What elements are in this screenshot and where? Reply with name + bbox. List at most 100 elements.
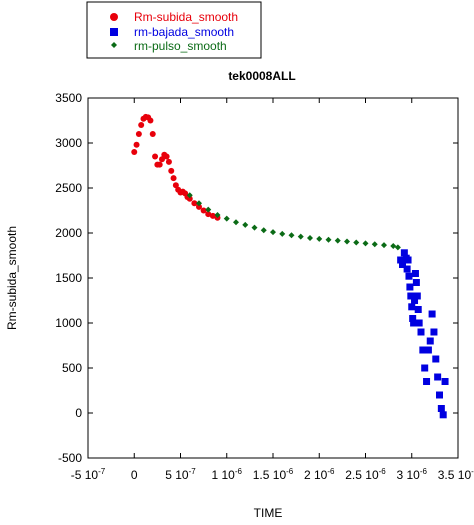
y-tick-label: 500 (62, 361, 82, 375)
data-point (205, 211, 212, 218)
data-point (279, 230, 286, 237)
x-tick-exponent: -6 (379, 467, 387, 476)
data-point (209, 212, 216, 219)
data-point (414, 306, 422, 313)
legend-marker-1 (110, 28, 118, 36)
data-point (260, 227, 267, 234)
plot-frame (87, 97, 459, 459)
x-tick-mantissa: 3.5 10 (438, 468, 472, 482)
data-point (156, 161, 163, 168)
data-point (270, 229, 276, 236)
data-point (131, 149, 138, 155)
data-point (138, 122, 145, 128)
legend-item-2: rm-pulso_smooth (111, 39, 227, 53)
data-point (403, 265, 411, 273)
data-point (413, 292, 421, 300)
x-tick-mantissa: 1 10 (212, 468, 236, 482)
data-point (362, 240, 369, 247)
data-point (147, 117, 154, 124)
data-point (407, 292, 415, 300)
data-point (191, 200, 198, 207)
data-point (344, 238, 350, 245)
data-point (436, 391, 443, 399)
x-tick-label: 1.5 10-6 (253, 467, 294, 482)
y-tick-label: 2000 (55, 226, 82, 240)
x-tick-label: 1 10-6 (212, 467, 243, 482)
series-1 (397, 249, 449, 419)
data-point (406, 283, 414, 291)
x-tick-label: 5 10-7 (165, 467, 196, 482)
x-tick-exponent: -6 (235, 467, 243, 476)
series-2 (186, 192, 401, 251)
data-point (149, 131, 156, 137)
x-axis: -5 10-7 0 5 10-7 1 10-6 1.5 10-6 2 10-6 2.5 10… (71, 98, 474, 482)
data-point (165, 158, 172, 165)
x-tick-exponent: -7 (98, 467, 106, 476)
data-point (205, 206, 212, 213)
data-point (405, 272, 413, 280)
data-point (410, 319, 418, 327)
data-point (397, 256, 405, 264)
y-tick-label: 3000 (55, 136, 82, 150)
data-point (172, 182, 179, 189)
data-point (233, 219, 239, 226)
x-tick-label: 3 10-6 (397, 467, 428, 482)
data-point (423, 378, 431, 385)
data-point (214, 212, 221, 218)
data-point (417, 328, 425, 336)
data-series (131, 113, 449, 419)
x-tick-mantissa: -5 10 (71, 468, 99, 482)
data-point (428, 310, 436, 318)
data-point (242, 221, 249, 228)
data-point (408, 303, 416, 311)
data-point (424, 346, 432, 354)
legend-marker-0 (110, 13, 118, 21)
series-0 (131, 113, 221, 221)
data-point (434, 373, 442, 381)
y-tick-label: 0 (75, 406, 82, 420)
y-tick-label: 1500 (55, 271, 82, 285)
x-tick-mantissa: 2 10 (304, 468, 328, 482)
data-point (404, 256, 412, 264)
data-point (168, 167, 175, 174)
data-point (421, 364, 429, 372)
data-point (412, 279, 420, 286)
x-tick-mantissa: 0 (131, 468, 138, 482)
y-tick-label: 3500 (55, 91, 82, 105)
data-point (426, 337, 434, 345)
legend-marker-2 (111, 42, 117, 48)
data-point (419, 346, 427, 354)
y-axis: -500 0 500 1000 1500 2000 2500 3000 3500 (55, 91, 458, 465)
data-point (371, 241, 378, 248)
chart-title: tek0008ALL (228, 69, 295, 83)
x-tick-label: 2 10-6 (304, 467, 335, 482)
x-tick-label: 3.5 10-6 (438, 467, 474, 482)
x-tick-mantissa: 2.5 10 (345, 468, 379, 482)
x-tick-mantissa: 3 10 (397, 468, 421, 482)
data-point (411, 270, 419, 277)
data-point (152, 153, 159, 160)
x-tick-exponent: -6 (420, 467, 428, 476)
data-point (437, 405, 445, 412)
data-point (133, 141, 140, 148)
data-point (251, 224, 258, 231)
data-point (196, 203, 202, 210)
data-point (316, 235, 323, 242)
y-tick-label: 2500 (55, 181, 82, 195)
y-axis-title: Rm-subida_smooth (5, 226, 19, 330)
x-tick-mantissa: 1.5 10 (253, 468, 287, 482)
x-tick-label: 0 (131, 468, 138, 482)
y-tick-label: 1000 (55, 316, 82, 330)
data-point (381, 242, 387, 249)
x-tick-mantissa: 5 10 (165, 468, 189, 482)
x-axis-title: TIME (254, 506, 283, 520)
data-point (411, 297, 419, 304)
data-point (196, 200, 202, 207)
data-point (325, 236, 332, 243)
x-tick-exponent: -6 (327, 467, 335, 476)
data-point (307, 234, 313, 241)
x-tick-exponent: -6 (286, 467, 294, 476)
data-point (159, 156, 165, 163)
data-point (288, 232, 295, 239)
